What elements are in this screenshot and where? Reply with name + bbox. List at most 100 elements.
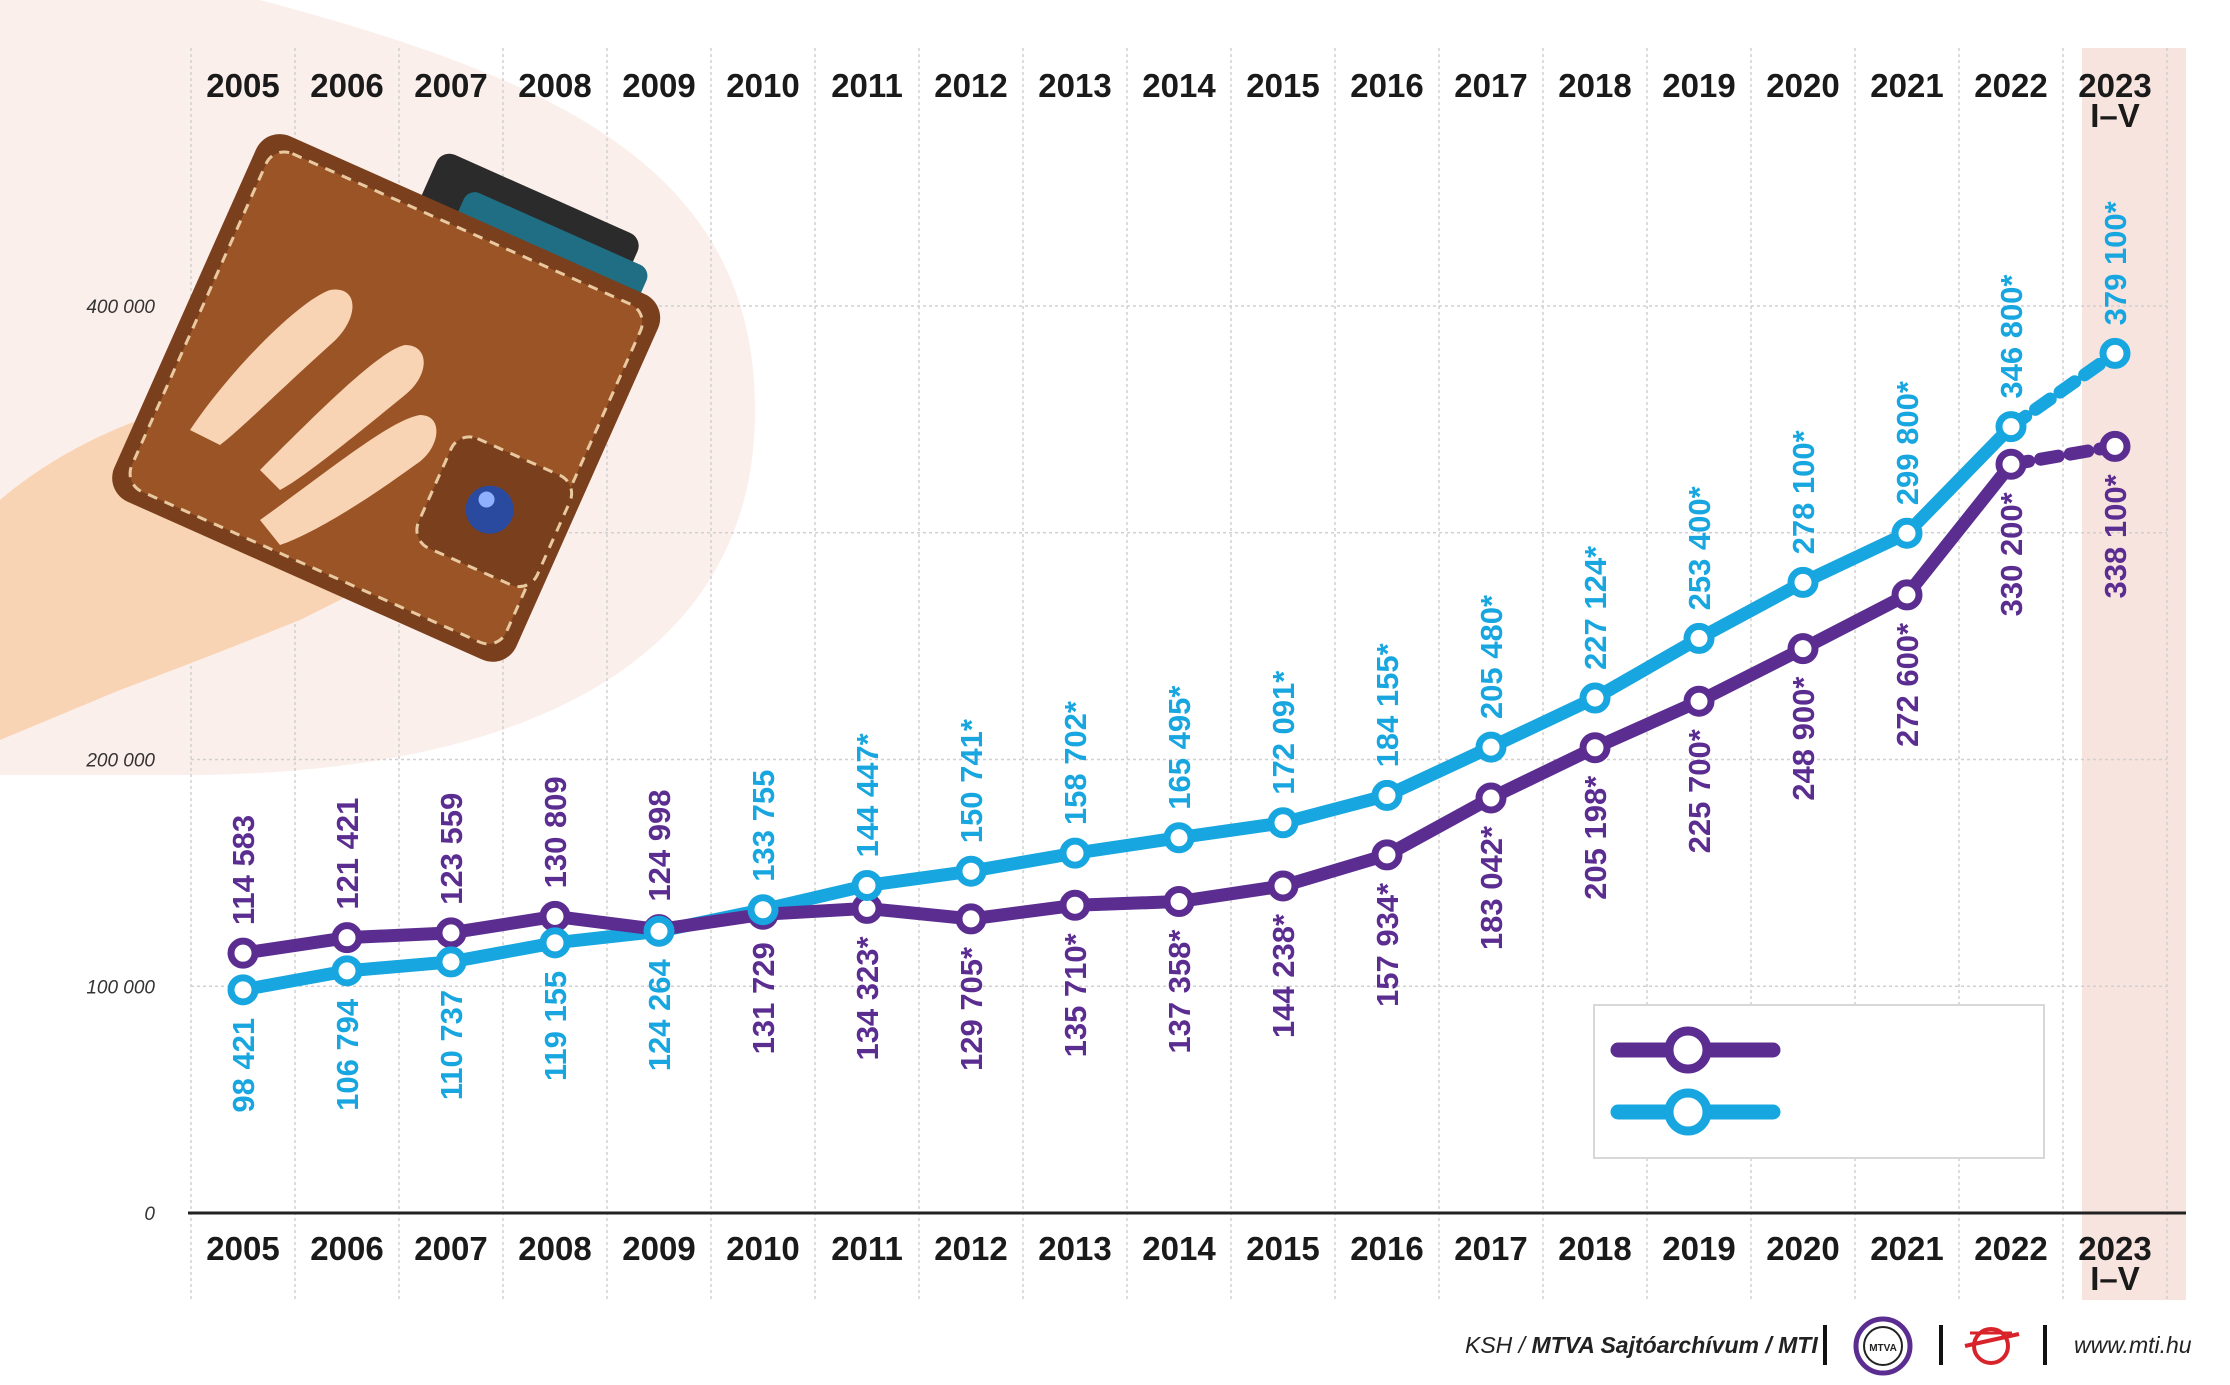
data-label-cyan: 379 100*	[2098, 200, 2133, 325]
data-label-cyan: 205 480*	[1474, 594, 1509, 719]
data-point-cyan	[1163, 822, 1195, 854]
year-label-bottom: 2020	[1766, 1230, 1839, 1267]
separator-bar	[2043, 1325, 2047, 1365]
year-label-top: 2016	[1350, 67, 1423, 104]
data-label-cyan: 172 091*	[1266, 670, 1301, 795]
year-label-top: 2023	[2078, 67, 2151, 104]
data-label-purple: 114 583	[226, 815, 261, 925]
data-point-cyan	[1059, 837, 1091, 869]
credit-url: www.mti.hu	[2074, 1332, 2192, 1358]
data-label-purple: 248 900*	[1786, 676, 1821, 801]
year-label-top: 2022	[1974, 67, 2047, 104]
data-label-cyan: 106 794	[330, 998, 365, 1111]
y-tick-label: 400 000	[86, 297, 155, 318]
data-point-purple	[1787, 633, 1819, 665]
data-point-purple	[1891, 579, 1923, 611]
series-markers	[227, 337, 2131, 1006]
data-point-cyan	[643, 915, 675, 947]
data-point-purple	[2099, 430, 2131, 462]
data-label-cyan: 133 755	[746, 770, 781, 882]
year-label-top: 2014	[1142, 67, 1216, 104]
year-labels-top: 2005 2006 2007 2008 2009 2010 2011 2012 2013 2014…	[206, 67, 2151, 134]
data-label-purple: 272 600*	[1890, 622, 1925, 747]
data-point-purple	[1371, 839, 1403, 871]
y-tick-label: 100 000	[86, 977, 155, 998]
year-label-top: 2009	[622, 67, 695, 104]
data-label-purple: 124 998	[642, 790, 677, 902]
data-label-cyan: 150 741*	[954, 718, 989, 843]
year-label-top: 2010	[726, 67, 799, 104]
data-point-cyan	[2099, 337, 2131, 369]
credit-source: KSH / MTVA Sajtóarchívum / MTI	[1465, 1332, 1818, 1358]
data-label-purple: 137 358*	[1162, 929, 1197, 1054]
data-point-cyan	[331, 955, 363, 987]
series-line-dashed-cyan	[2004, 346, 2122, 434]
separator-bar	[1823, 1325, 1827, 1365]
data-label-purple: 205 198*	[1578, 775, 1613, 900]
y-axis-ticks: 0 100 000 200 000 400 000	[85, 297, 155, 1225]
data-label-cyan: 165 495*	[1162, 685, 1197, 810]
year-sublabel-bottom: I–V	[2090, 1260, 2140, 1297]
year-label-top: 2019	[1662, 67, 1735, 104]
separator-bar	[1939, 1325, 1943, 1365]
data-label-cyan: 119 155	[538, 971, 573, 1081]
data-point-purple	[1995, 448, 2027, 480]
data-point-cyan	[1995, 411, 2027, 443]
series-line-purple	[236, 457, 2018, 960]
data-label-cyan: 346 800*	[1994, 274, 2029, 399]
data-label-purple: 123 559	[434, 793, 469, 905]
data-point-purple	[1163, 886, 1195, 918]
data-label-cyan: 98 421	[226, 1018, 261, 1113]
legend-cyan-marker	[1664, 1088, 1712, 1136]
footer-credit: KSH / MTVA Sajtóarchívum / MTI MTVA www.…	[1465, 1316, 2192, 1376]
y-tick-label: 0	[144, 1204, 155, 1225]
data-label-cyan: 227 124*	[1578, 545, 1613, 670]
legend	[1593, 1004, 2045, 1159]
data-label-purple: 338 100*	[2098, 473, 2133, 598]
data-label-purple: 330 200*	[1994, 491, 2029, 616]
data-label-purple: 130 809	[538, 776, 573, 888]
year-label-bottom: 2014	[1142, 1230, 1216, 1267]
mtva-logo: MTVA	[1853, 1316, 1913, 1376]
legend-purple-marker	[1664, 1026, 1712, 1074]
data-labels: 114 583 121 421 123 559 130 809 124 998 131 7…	[226, 200, 2133, 1112]
finger-icon	[190, 289, 353, 445]
year-label-top: 2020	[1766, 67, 1839, 104]
data-point-cyan	[1787, 566, 1819, 598]
data-point-cyan	[747, 894, 779, 926]
year-label-bottom: 2005	[206, 1230, 279, 1267]
year-label-top: 2021	[1870, 67, 1943, 104]
year-label-bottom: 2009	[622, 1230, 695, 1267]
data-point-cyan	[1891, 517, 1923, 549]
data-point-purple	[435, 917, 467, 949]
year-label-bottom: 2022	[1974, 1230, 2047, 1267]
year-label-bottom: 2012	[934, 1230, 1007, 1267]
year-label-bottom: 2017	[1454, 1230, 1527, 1267]
year-label-top: 2017	[1454, 67, 1527, 104]
data-label-cyan: 184 155*	[1370, 642, 1405, 767]
data-point-cyan	[1371, 779, 1403, 811]
data-label-cyan: 253 400*	[1682, 485, 1717, 610]
data-label-cyan: 278 100*	[1786, 429, 1821, 554]
data-point-cyan	[1475, 731, 1507, 763]
year-label-bottom: 2007	[414, 1230, 487, 1267]
data-label-cyan: 110 737	[434, 990, 469, 1100]
year-label-top: 2012	[934, 67, 1007, 104]
data-point-purple	[539, 900, 571, 932]
year-label-bottom: 2023	[2078, 1230, 2151, 1267]
year-label-bottom: 2019	[1662, 1230, 1735, 1267]
data-label-purple: 157 934*	[1370, 882, 1405, 1007]
year-label-top: 2011	[831, 67, 903, 104]
y-tick-label: 200 000	[85, 751, 155, 772]
data-label-cyan: 158 702*	[1058, 700, 1093, 825]
mti-logo	[1964, 1327, 2020, 1365]
svg-text:MTVA: MTVA	[1869, 1343, 1897, 1354]
data-point-cyan	[851, 869, 883, 901]
data-point-purple	[1059, 889, 1091, 921]
data-point-purple	[331, 922, 363, 954]
highlight-column	[2082, 48, 2186, 1300]
data-point-purple	[1475, 782, 1507, 814]
series-line-cyan	[236, 420, 2018, 997]
data-point-purple	[1683, 685, 1715, 717]
data-label-purple: 131 729	[746, 942, 781, 1054]
